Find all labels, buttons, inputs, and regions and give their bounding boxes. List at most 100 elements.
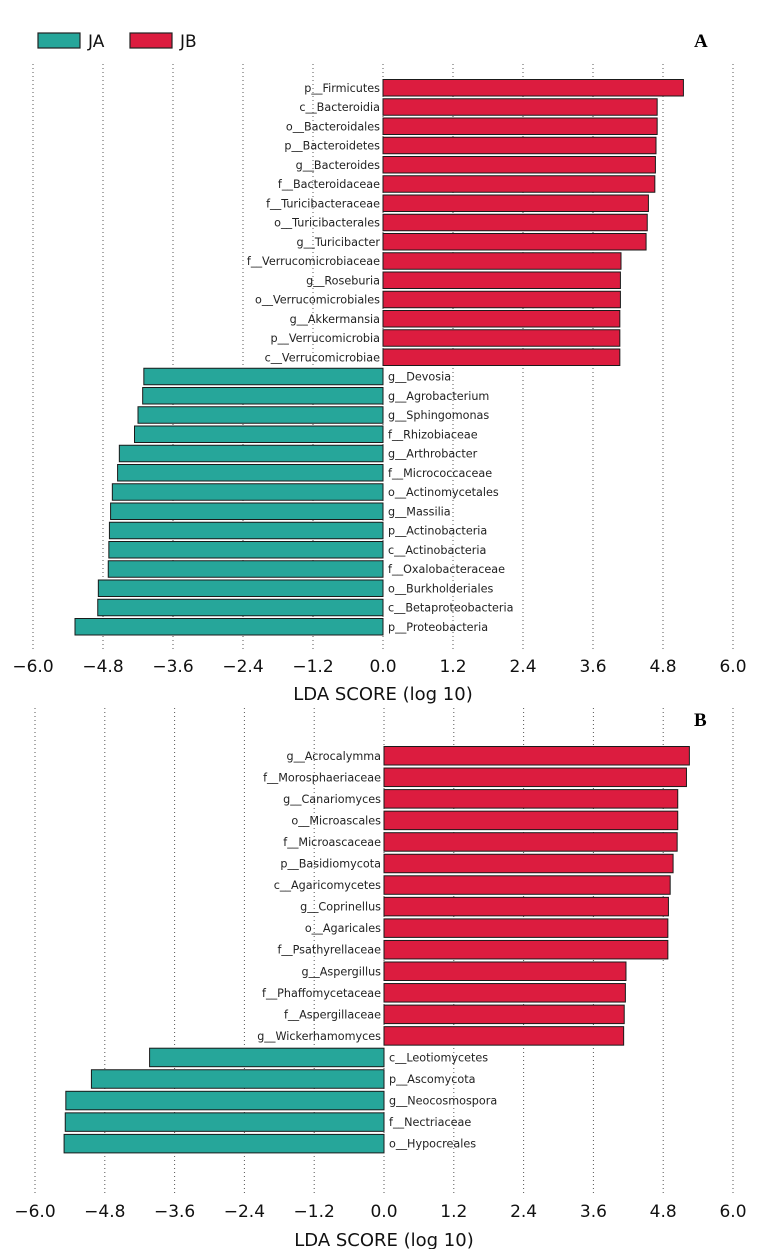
bar-p-bacteroidetes [382,136,657,155]
bar-g-agrobacterium [142,387,384,405]
x-tick-label: 2.4 [509,657,536,677]
bar-f-microascaceae [383,832,678,852]
panel-b: B −6.0 −4.8 −3.6 −2.4 −1.2 0.0 1.2 2.4 3.6 4.8 6.0 g… [14,708,747,1249]
x-tick-label: −3.6 [154,1202,195,1222]
bar-o-bacteroidales [382,117,658,135]
x-tick-label: −6.0 [12,657,53,677]
bar-label: g__Massilia [388,505,451,518]
bar-g-neocosmospora [65,1090,385,1111]
bars [63,746,690,1154]
x-tick-label: 1.2 [440,1202,467,1222]
bar-label: p__Firmicutes [304,82,380,95]
bar-g-bacteroides [382,156,656,174]
bar-label: g__Neocosmospora [389,1095,497,1108]
bar-label: g__Acrocalymma [287,750,381,763]
x-axis-ticks: −6.0 −4.8 −3.6 −2.4 −1.2 0.0 1.2 2.4 3.6 4.8 6.0 [14,1202,746,1222]
x-axis-title: LDA SCORE (log 10) [293,684,472,705]
x-tick-label: −1.2 [294,1202,335,1222]
bar-f-oxalobacteraceae [107,560,384,578]
bar-g-akkermansia [382,310,621,328]
bar-c-bacteroidia [382,98,658,116]
x-tick-label: −4.8 [84,1202,125,1222]
bar-p-verrucomicrobia [382,329,621,347]
bar-label: g__Akkermansia [290,313,380,326]
bar-label: f__Micrococcaceae [388,467,492,480]
bar-o-actinomycetales [111,483,384,501]
bar-label: f__Morosphaeriaceae [263,771,381,784]
bar-label: o__Verrucomicrobiales [255,294,380,307]
bars [74,79,684,636]
bar-label: f__Microascaceae [283,836,381,849]
bar-f-bacteroidaceae [382,175,656,193]
bar-label: g__Agrobacterium [388,390,489,403]
x-tick-label: −3.6 [152,657,193,677]
bar-g-massilia [110,502,384,520]
chart-panels: A −6.0 −4.8 −3.6 −2.4 −1.2 0.0 1.2 2.4 3.6 4.8 6.0 p… [12,31,746,1249]
bar-f-morosphaeriaceae [383,767,687,788]
bar-label: f__Oxalobacteraceae [388,563,505,576]
legend: JA JB [37,32,197,52]
bar-label: p__Proteobacteria [388,621,488,634]
bar-label: g__Turicibacter [297,236,381,249]
bar-label: c__Verrucomicrobiae [265,351,381,364]
x-tick-label: 0.0 [369,657,396,677]
bar-label: p__Basidiomycota [280,858,381,871]
bar-label: f__Turicibacteraceae [266,197,380,210]
legend-swatch-jb [129,32,173,49]
bar-label: g__Arthrobacter [388,448,478,461]
bar-label: c__Agaricomycetes [274,879,381,892]
x-tick-label: 6.0 [719,657,746,677]
x-axis-ticks: −6.0 −4.8 −3.6 −2.4 −1.2 0.0 1.2 2.4 3.6 4.8 6.0 [12,657,746,677]
bar-label: f__Bacteroidaceae [278,178,380,191]
panel-a: A −6.0 −4.8 −3.6 −2.4 −1.2 0.0 1.2 2.4 3.6 4.8 6.0 p… [12,31,746,705]
bar-f-turicibacteraceae [382,194,649,212]
panel-label: B [694,710,707,731]
bar-g-arthrobacter [118,444,384,463]
bar-label: g__Sphingomonas [388,409,489,422]
bar-label: o__Turicibacterales [274,217,380,230]
bar-label: f__Psathyrellaceae [277,944,381,957]
x-axis-title: LDA SCORE (log 10) [294,1230,473,1249]
bar-c-agaricomycetes [383,875,671,895]
bar-label: o__Microascales [291,814,381,827]
bar-c-actinobacteria [108,541,384,559]
x-tick-label: 3.6 [580,1202,607,1222]
bar-g-turicibacter [382,233,647,251]
bar-label: g__Bacteroides [296,159,381,172]
bar-label: p__Actinobacteria [388,525,487,538]
x-tick-label: −2.4 [222,657,263,677]
bar-g-sphingomonas [137,406,384,424]
x-tick-label: 4.8 [649,657,676,677]
bar-label: c__Betaproteobacteria [388,602,514,615]
bar-label: f__Verrucomicrobiaceae [247,255,380,268]
x-tick-label: 1.2 [439,657,466,677]
bar-labels: p__Firmicutes c__Bacteroidia o__Bacteroida… [247,82,514,634]
bar-f-rhizobiaceae [134,425,384,443]
bar-label: c__Actinobacteria [388,544,486,557]
bar-label: c__Bacteroidia [299,101,380,114]
x-tick-label: 2.4 [510,1202,537,1222]
bar-f-psathyrellaceae [383,939,669,960]
bar-g-aspergillus [383,961,627,981]
bar-label: o__Burkholderiales [388,582,493,595]
bar-label: p__Ascomycota [389,1073,476,1086]
bar-label: f__Aspergillaceae [284,1008,381,1021]
bar-label: c__Leotiomycetes [389,1051,488,1064]
x-tick-label: 3.6 [579,657,606,677]
x-tick-label: 6.0 [719,1202,746,1222]
bar-label: g__Devosia [388,371,451,384]
bar-g-wickerhamomyces [383,1026,625,1046]
panel-label: A [694,31,708,52]
bar-o-agaricales [383,918,669,938]
bar-o-turicibacterales [382,213,648,232]
bar-c-leotiomycetes [149,1047,385,1068]
bar-g-roseburia [382,271,621,289]
bar-label: g__Canariomyces [283,793,381,806]
bar-label: o__Bacteroidales [286,120,380,133]
bar-p-actinobacteria [108,521,384,540]
bar-f-micrococcaceae [117,464,384,482]
bar-label: g__Roseburia [306,274,380,287]
bar-label: o__Actinomycetales [388,486,499,499]
